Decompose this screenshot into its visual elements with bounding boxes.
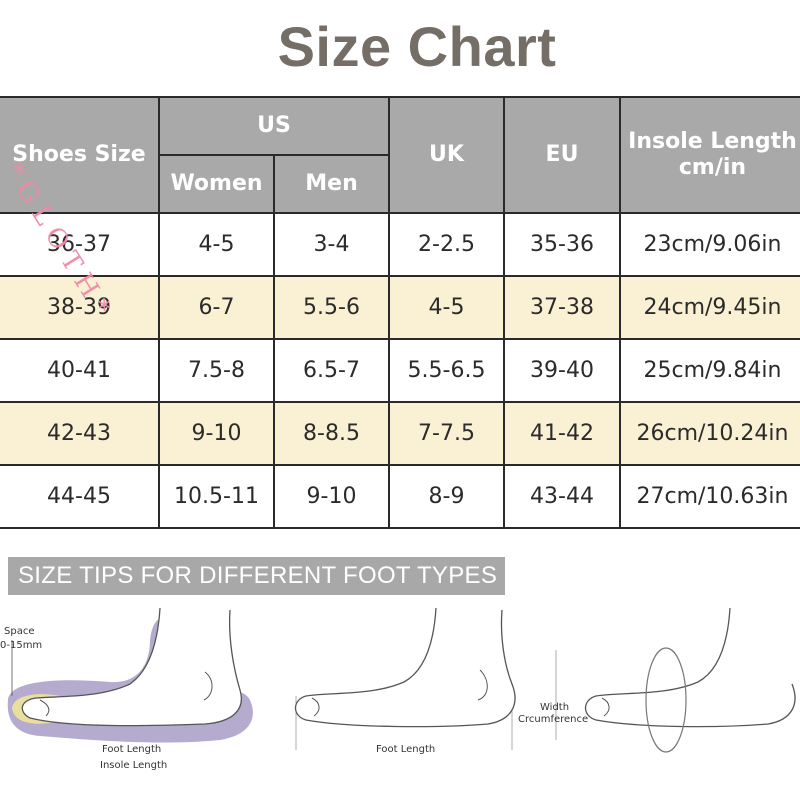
table-row: 40-41 7.5-8 6.5-7 5.5-6.5 39-40 25cm/9.8… bbox=[0, 338, 800, 403]
cell-men: 9-10 bbox=[273, 464, 390, 529]
table-row: 38-39 6-7 5.5-6 4-5 37-38 24cm/9.45in bbox=[0, 275, 800, 340]
ankle-line-2 bbox=[477, 669, 488, 701]
size-table: Shoes Size US UK EU Insole Length cm/in … bbox=[0, 96, 800, 529]
ankle-line-1 bbox=[203, 671, 213, 701]
width-label: Width bbox=[540, 702, 569, 713]
cell-eu: 43-44 bbox=[503, 464, 621, 529]
cell-size: 38-39 bbox=[0, 275, 160, 340]
tips-banner: SIZE TIPS FOR DIFFERENT FOOT TYPES bbox=[8, 557, 505, 595]
cell-women: 6-7 bbox=[158, 275, 275, 340]
table-subheader-row: Women Men bbox=[0, 154, 800, 214]
toe-lines-3 bbox=[601, 697, 610, 717]
table-header-row: Shoes Size US UK EU Insole Length cm/in bbox=[0, 96, 800, 214]
header-women: Women bbox=[158, 154, 275, 214]
foot-outline-2 bbox=[294, 607, 516, 728]
cell-men: 6.5-7 bbox=[273, 338, 390, 403]
cell-size: 36-37 bbox=[0, 212, 160, 277]
header-uk: UK bbox=[388, 96, 505, 214]
cell-insole: 24cm/9.45in bbox=[619, 275, 800, 340]
cell-insole: 23cm/9.06in bbox=[619, 212, 800, 277]
cell-women: 9-10 bbox=[158, 401, 275, 466]
foot-outline-1 bbox=[21, 607, 242, 727]
toe-lines-2 bbox=[311, 697, 320, 717]
cell-insole: 25cm/9.84in bbox=[619, 338, 800, 403]
cell-size: 40-41 bbox=[0, 338, 160, 403]
cell-women: 4-5 bbox=[158, 212, 275, 277]
toe-lines-1 bbox=[39, 699, 50, 717]
cell-eu: 35-36 bbox=[503, 212, 621, 277]
cell-uk: 5.5-6.5 bbox=[388, 338, 505, 403]
page-title: Size Chart bbox=[277, 15, 557, 78]
foot-diagrams: Space 0-15mm Foot Length Insole Length F… bbox=[0, 600, 800, 800]
header-insole-line2: cm/in bbox=[678, 155, 747, 180]
cell-eu: 39-40 bbox=[503, 338, 621, 403]
header-eu: EU bbox=[503, 96, 621, 214]
foot-length-diagram: Foot Length bbox=[294, 607, 516, 755]
cell-eu: 41-42 bbox=[503, 401, 621, 466]
cell-women: 10.5-11 bbox=[158, 464, 275, 529]
cell-uk: 2-2.5 bbox=[388, 212, 505, 277]
circumference-label: Crcumference bbox=[518, 714, 588, 725]
header-men: Men bbox=[273, 154, 390, 214]
cell-women: 7.5-8 bbox=[158, 338, 275, 403]
cell-uk: 4-5 bbox=[388, 275, 505, 340]
cell-uk: 8-9 bbox=[388, 464, 505, 529]
table-row: 36-37 4-5 3-4 2-2.5 35-36 23cm/9.06in bbox=[0, 212, 800, 277]
foot-outline-3 bbox=[584, 607, 796, 728]
foot-width-diagram: Width Crcumference bbox=[518, 607, 796, 753]
insole-length-label: Insole Length bbox=[100, 760, 167, 771]
cell-eu: 37-38 bbox=[503, 275, 621, 340]
foot-length-label-2: Foot Length bbox=[376, 744, 435, 755]
foot-length-label-1: Foot Length bbox=[102, 744, 161, 755]
cell-size: 44-45 bbox=[0, 464, 160, 529]
table-row: 42-43 9-10 8-8.5 7-7.5 41-42 26cm/10.24i… bbox=[0, 401, 800, 466]
space-value-label: 0-15mm bbox=[0, 640, 42, 651]
cell-men: 8-8.5 bbox=[273, 401, 390, 466]
cell-uk: 7-7.5 bbox=[388, 401, 505, 466]
cell-insole: 26cm/10.24in bbox=[619, 401, 800, 466]
foot-on-insole-diagram: Space 0-15mm Foot Length Insole Length bbox=[0, 607, 253, 771]
foot-diagrams-svg: Space 0-15mm Foot Length Insole Length F… bbox=[0, 607, 796, 771]
cell-men: 5.5-6 bbox=[273, 275, 390, 340]
header-insole-length: Insole Length cm/in bbox=[619, 96, 800, 214]
space-label: Space bbox=[4, 626, 34, 637]
circumference-ellipse bbox=[645, 647, 687, 753]
header-insole-line1: Insole Length bbox=[628, 128, 797, 154]
cell-insole: 27cm/10.63in bbox=[619, 464, 800, 529]
cell-size: 42-43 bbox=[0, 401, 160, 466]
header-shoes-size: Shoes Size bbox=[0, 96, 160, 214]
header-us: US bbox=[158, 96, 390, 156]
table-row: 44-45 10.5-11 9-10 8-9 43-44 27cm/10.63i… bbox=[0, 464, 800, 529]
cell-men: 3-4 bbox=[273, 212, 390, 277]
